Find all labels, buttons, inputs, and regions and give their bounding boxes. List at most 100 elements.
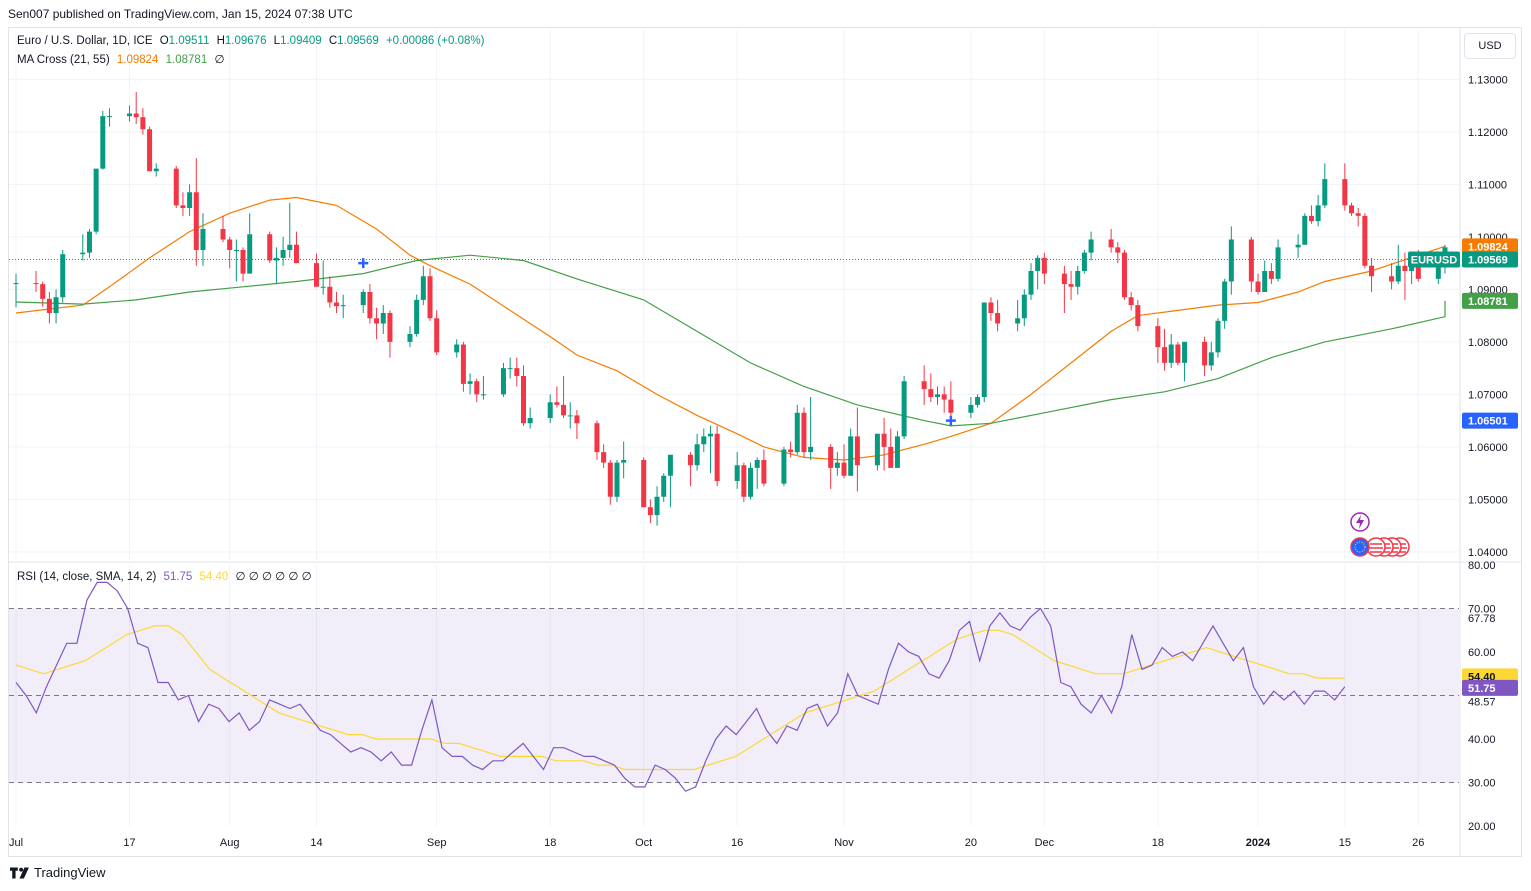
candle-body	[1075, 271, 1081, 287]
legend-symbol: Euro / U.S. Dollar, 1D, ICE	[17, 35, 153, 47]
price-tick-label: 1.04000	[1468, 547, 1508, 559]
eu-flag-event-icon	[1350, 537, 1370, 557]
candle-body	[1061, 273, 1067, 285]
candle-body	[1355, 213, 1361, 216]
candle-body	[701, 436, 707, 445]
time-tick-label: Jul	[9, 837, 23, 849]
time-tick-label: 18	[1152, 837, 1164, 849]
candle-body	[374, 318, 380, 324]
price-label: 1.09569	[1468, 254, 1508, 266]
candle-body	[460, 344, 466, 384]
time-axis: Jul 17 Aug 14 Sep 18 Oct 16 Nov 20 Dec 18 2024 15 26	[9, 837, 1424, 849]
legend-close: C1.09569	[328, 35, 379, 47]
candle-body	[93, 168, 99, 232]
candle-body	[1435, 260, 1441, 279]
candle-body	[1081, 252, 1087, 271]
candle-body	[247, 234, 253, 274]
candle-body	[707, 433, 713, 437]
rsi-legend[interactable]: RSI (14, close, SMA, 14, 2) 51.75 54.40 …	[17, 569, 316, 583]
ma-slow-value: 1.08781	[165, 54, 208, 66]
candle-body	[427, 276, 433, 319]
candle-body	[1115, 247, 1121, 253]
candle-body	[1349, 205, 1355, 214]
candle-body	[1268, 271, 1274, 279]
candle-body	[1135, 305, 1141, 327]
candle-body	[320, 286, 326, 288]
candle-body	[1041, 257, 1047, 274]
candle-body	[33, 283, 39, 285]
price-label-bg	[1462, 238, 1518, 255]
candle-body	[894, 436, 900, 468]
price-label: 1.06501	[1468, 416, 1508, 428]
moving-averages	[9, 196, 1459, 461]
candle-body	[1255, 281, 1261, 292]
candle-body	[60, 254, 66, 298]
candle-body	[527, 418, 533, 424]
ma-fast-line	[15, 196, 1446, 461]
candle-body	[267, 234, 273, 261]
candle-body	[621, 460, 627, 463]
candle-body	[480, 394, 486, 396]
candle-body	[654, 496, 660, 516]
candle-body	[13, 283, 19, 285]
candle-body	[1035, 257, 1041, 271]
candle-body	[975, 397, 981, 405]
time-tick-label: 26	[1412, 837, 1424, 849]
candle-body	[380, 313, 386, 324]
legend-change: +0.00086 (+0.08%)	[385, 35, 485, 47]
candle-body	[788, 449, 794, 453]
symbol-tag-bg	[1408, 251, 1460, 268]
candle-body	[127, 113, 133, 117]
candle-body	[828, 446, 834, 468]
candle-body	[420, 276, 426, 300]
candles	[13, 91, 1448, 526]
candle-body	[1021, 294, 1027, 319]
rsi-line	[15, 581, 1346, 792]
ma-cross-marker	[945, 415, 956, 426]
candle-body	[988, 302, 994, 313]
candle-body	[500, 368, 506, 395]
candle-body	[1275, 247, 1281, 279]
price-tick-label: 1.11000	[1468, 179, 1507, 191]
rsi-empty-values: ∅ ∅ ∅ ∅ ∅ ∅	[235, 571, 312, 583]
ma-legend[interactable]: MA Cross (21, 55) 1.09824 1.08781 ∅	[17, 52, 228, 66]
candle-body	[520, 376, 526, 424]
cross-markers	[358, 258, 956, 426]
time-tick-label: 20	[965, 837, 977, 849]
candle-body	[881, 433, 887, 447]
ma-cross-marker	[358, 258, 369, 269]
time-tick-label: 17	[123, 837, 135, 849]
rsi-tick-label: 70.00	[1468, 604, 1496, 616]
candle-body	[153, 168, 159, 172]
candle-body	[888, 446, 894, 468]
time-tick-label: Oct	[635, 837, 652, 849]
ma-slow-line	[15, 254, 1446, 427]
eu-stars-icon	[1354, 541, 1366, 553]
time-tick-label: 2024	[1246, 837, 1271, 849]
footer-brand[interactable]: TradingView	[10, 865, 106, 880]
candle-body	[193, 192, 199, 250]
price-label: 1.08781	[1468, 296, 1508, 308]
footer-brand-label: TradingView	[34, 865, 106, 880]
candle-body	[1128, 297, 1134, 306]
candle-body	[1262, 271, 1268, 292]
legend-open: O1.09511	[159, 35, 210, 47]
candle-body	[227, 239, 233, 250]
main-legend: Euro / U.S. Dollar, 1D, ICE O1.09511 H1.…	[17, 35, 488, 47]
candle-body	[714, 433, 720, 481]
candle-body	[921, 381, 927, 390]
currency-button[interactable]: USD	[1464, 33, 1516, 59]
candle-body	[754, 460, 760, 468]
candle-body	[334, 302, 340, 307]
candle-body	[1402, 265, 1408, 271]
candle-body	[647, 507, 653, 516]
tradingview-logo-icon	[10, 866, 29, 879]
candle-body	[748, 467, 754, 497]
candle-body	[968, 404, 974, 413]
rsi-tick-label: 30.00	[1468, 778, 1496, 790]
candle-body	[694, 444, 700, 466]
candle-body	[567, 415, 573, 417]
candle-body	[1409, 265, 1415, 271]
candle-body	[901, 381, 907, 437]
